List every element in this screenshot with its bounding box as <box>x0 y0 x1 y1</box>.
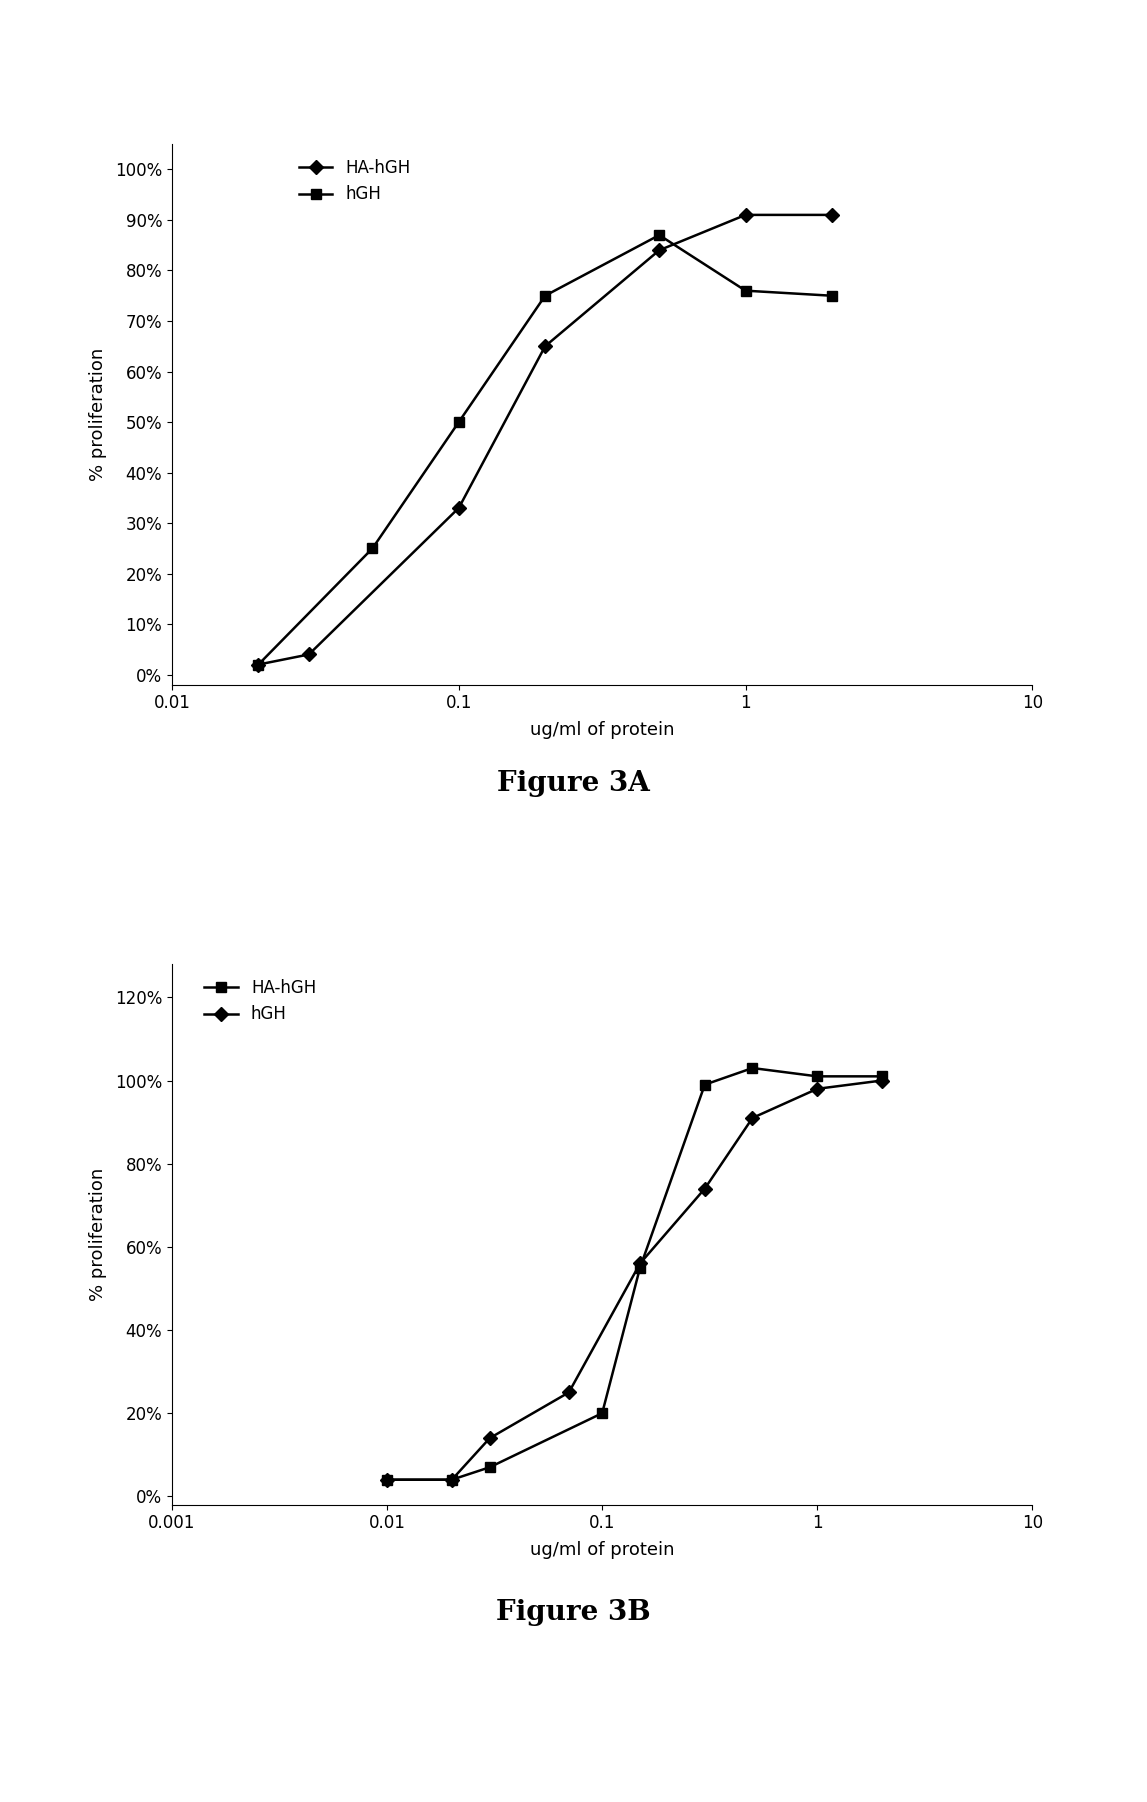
hGH <box>366 537 380 559</box>
Line: hGH: hGH <box>253 231 836 669</box>
Line: HA-hGH: HA-hGH <box>382 1063 887 1485</box>
hGH <box>739 279 752 301</box>
Y-axis label: % proliferation: % proliferation <box>88 1168 107 1301</box>
HA-hGH <box>445 1469 459 1490</box>
hGH <box>538 285 552 306</box>
HA-hGH <box>653 240 666 261</box>
HA-hGH <box>739 204 752 225</box>
hGH <box>562 1382 576 1404</box>
Legend: HA-hGH, hGH: HA-hGH, hGH <box>292 153 418 211</box>
HA-hGH <box>595 1402 609 1424</box>
hGH <box>810 1078 824 1099</box>
Line: hGH: hGH <box>382 1076 887 1485</box>
hGH <box>452 411 466 432</box>
HA-hGH <box>825 204 838 225</box>
X-axis label: ug/ml of protein: ug/ml of protein <box>530 721 674 739</box>
hGH <box>483 1427 497 1449</box>
hGH <box>746 1106 759 1128</box>
hGH <box>653 223 666 245</box>
HA-hGH <box>633 1256 647 1278</box>
hGH <box>697 1179 711 1200</box>
HA-hGH <box>380 1469 395 1490</box>
HA-hGH <box>746 1058 759 1079</box>
hGH <box>633 1252 647 1274</box>
hGH <box>825 285 838 306</box>
hGH <box>875 1070 889 1092</box>
HA-hGH <box>302 643 315 665</box>
Text: Figure 3A: Figure 3A <box>497 771 650 796</box>
HA-hGH <box>452 497 466 519</box>
HA-hGH <box>810 1065 824 1087</box>
HA-hGH <box>483 1456 497 1478</box>
Line: HA-hGH: HA-hGH <box>253 211 836 669</box>
hGH <box>251 654 265 676</box>
HA-hGH <box>875 1065 889 1087</box>
Legend: HA-hGH, hGH: HA-hGH, hGH <box>197 973 322 1031</box>
HA-hGH <box>251 654 265 676</box>
HA-hGH <box>697 1074 711 1096</box>
X-axis label: ug/ml of protein: ug/ml of protein <box>530 1541 674 1559</box>
HA-hGH <box>538 335 552 357</box>
hGH <box>380 1469 395 1490</box>
Y-axis label: % proliferation: % proliferation <box>88 348 107 481</box>
hGH <box>445 1469 459 1490</box>
Text: Figure 3B: Figure 3B <box>497 1600 650 1625</box>
